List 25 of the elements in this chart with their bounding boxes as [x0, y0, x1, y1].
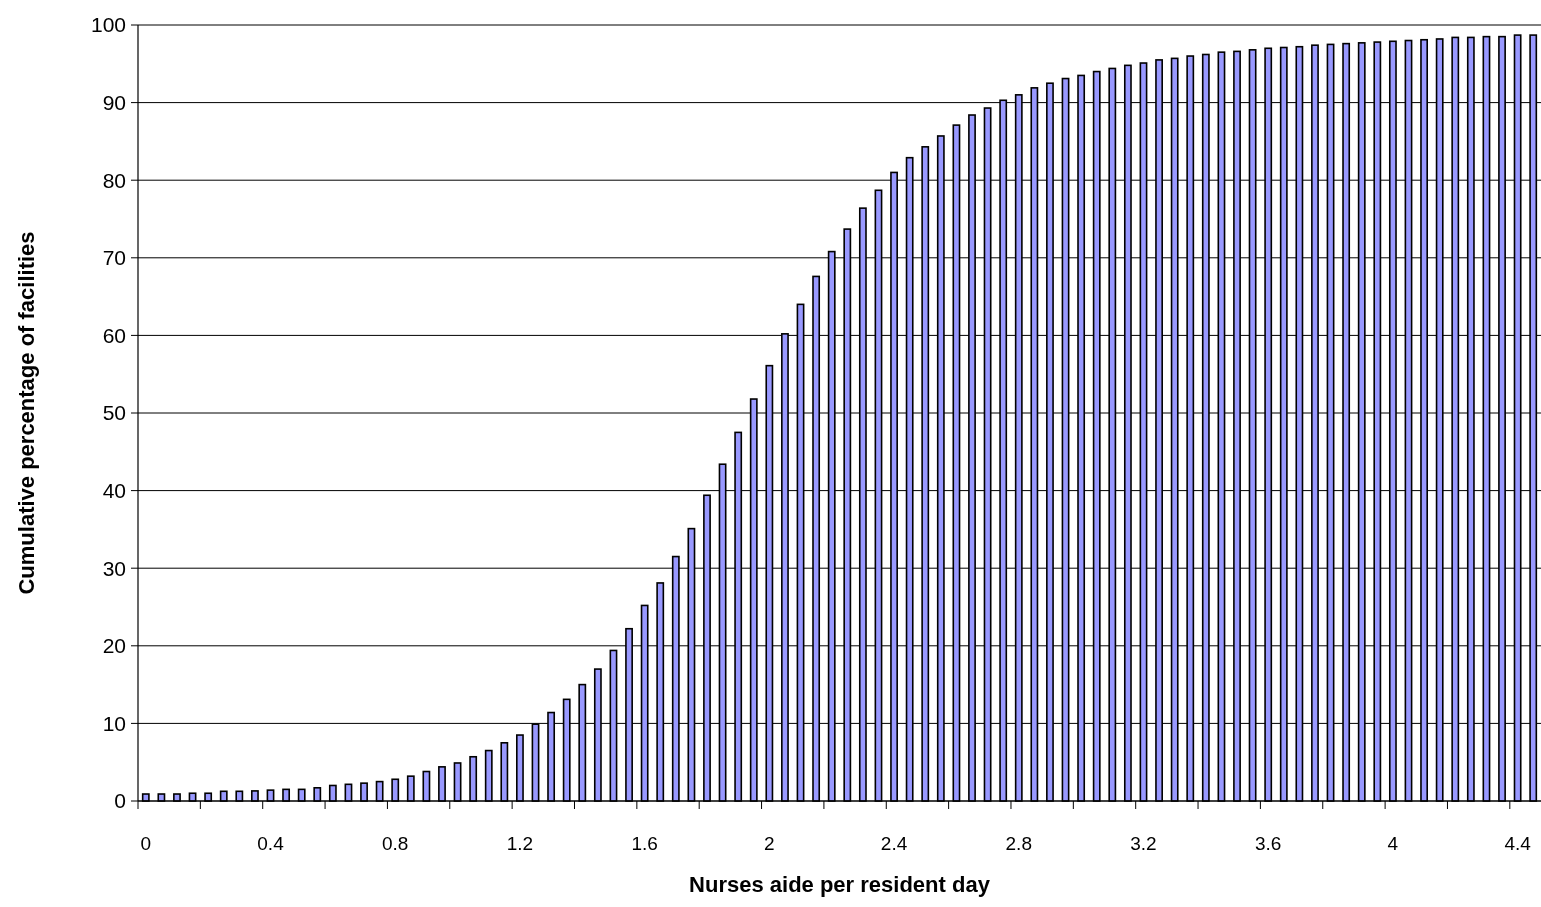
y-tick-label: 80: [102, 168, 126, 192]
x-tick-label: 3.6: [1254, 833, 1282, 854]
x-tick-label: 0.4: [257, 833, 285, 854]
x-tick-label: 0: [140, 833, 152, 854]
y-tick-label: 10: [102, 711, 126, 735]
y-tick-label: 60: [102, 323, 126, 347]
x-tick-label: 4.4: [1504, 833, 1532, 854]
y-tick-label: 20: [102, 634, 126, 658]
y-tick-label: 90: [102, 90, 126, 114]
x-tick-label: 2.8: [1005, 833, 1032, 854]
y-tick-label: 100: [90, 13, 126, 37]
y-axis-title: Cumulative percentage of facilities: [14, 231, 39, 595]
x-tick-label: 1.2: [506, 833, 534, 854]
x-axis-title: Nurses aide per resident day: [689, 872, 991, 897]
y-tick-label: 30: [102, 556, 126, 580]
y-tick-label: 0: [114, 789, 126, 813]
x-tick-label: 0.8: [382, 833, 409, 854]
y-tick-label: 70: [102, 246, 126, 270]
x-tick-label: 4: [1387, 833, 1399, 854]
x-tick-label: 3.2: [1130, 833, 1157, 854]
x-tick-label: 2.4: [880, 833, 908, 854]
y-tick-label: 40: [102, 478, 126, 502]
y-tick-label: 50: [102, 401, 126, 425]
x-tick-label: 2: [764, 833, 775, 854]
x-tick-label: 1.6: [631, 833, 658, 854]
